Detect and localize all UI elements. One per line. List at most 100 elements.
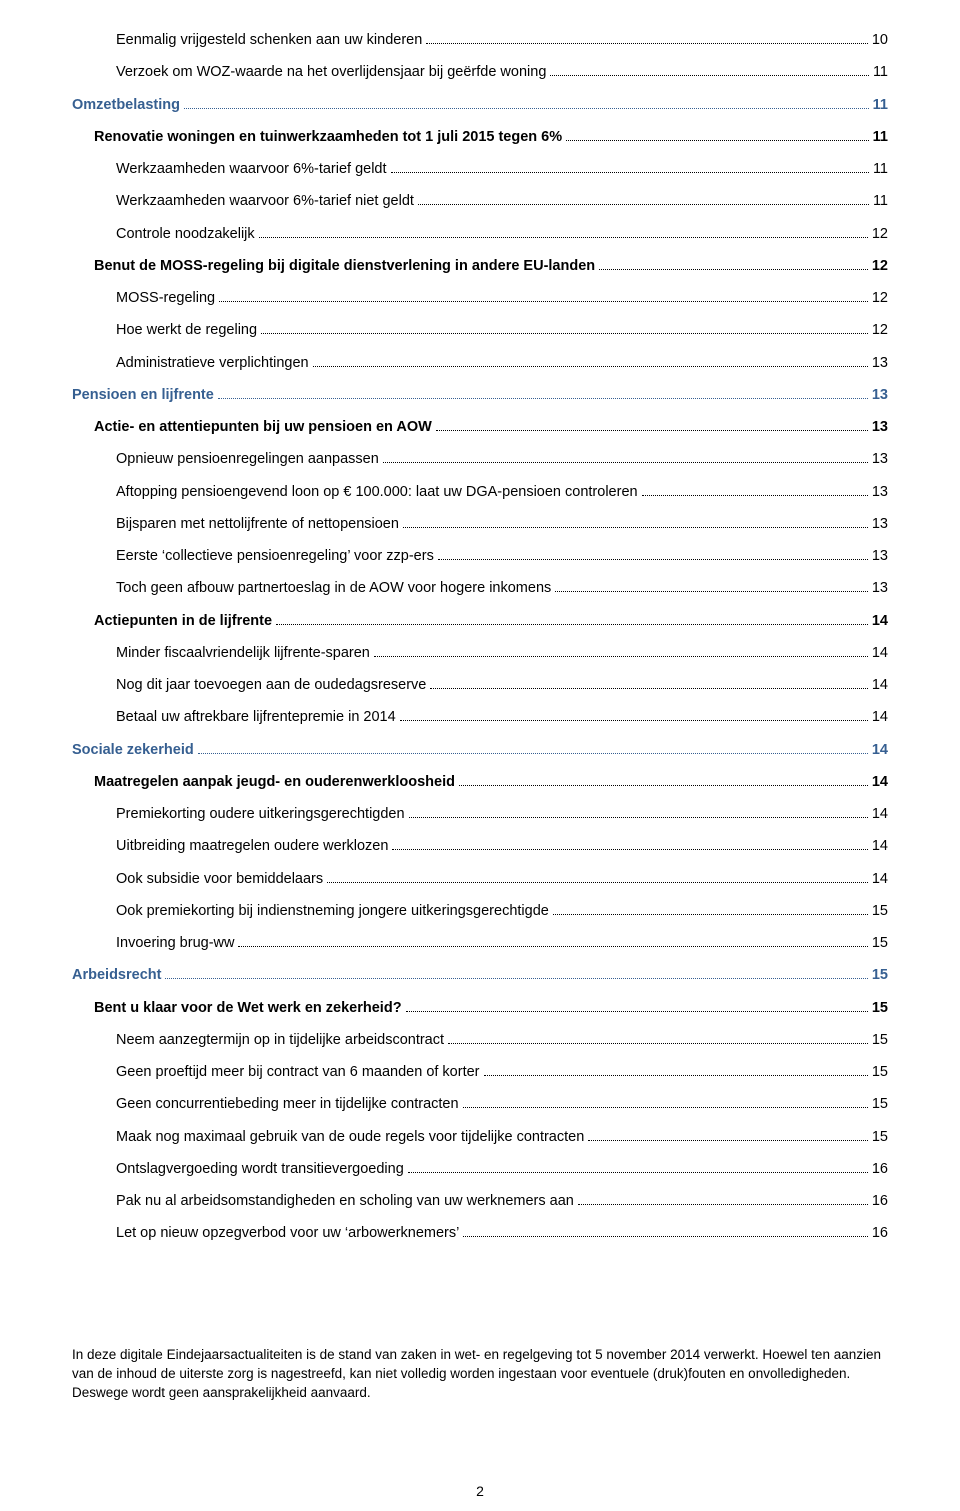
toc-entry-page: 15 bbox=[872, 1094, 888, 1116]
toc-entry-label: Actie- en attentiepunten bij uw pensioen… bbox=[94, 417, 432, 439]
toc-dot-leader bbox=[408, 1164, 868, 1173]
toc-entry[interactable]: MOSS-regeling 12 bbox=[116, 288, 888, 310]
toc-entry-label: Aftopping pensioengevend loon op € 100.0… bbox=[116, 482, 638, 504]
toc-entry[interactable]: Renovatie woningen en tuinwerkzaamheden … bbox=[94, 127, 888, 149]
toc-dot-leader bbox=[218, 390, 868, 399]
toc-entry-page: 14 bbox=[872, 611, 888, 633]
toc-entry-label: Let op nieuw opzegverbod voor uw ‘arbowe… bbox=[116, 1223, 459, 1245]
toc-entry[interactable]: Eenmalig vrijgesteld schenken aan uw kin… bbox=[116, 30, 888, 52]
toc-dot-leader bbox=[438, 551, 868, 560]
toc-entry[interactable]: Geen proeftijd meer bij contract van 6 m… bbox=[116, 1062, 888, 1084]
toc-entry-label: Controle noodzakelijk bbox=[116, 224, 255, 246]
toc-dot-leader bbox=[426, 35, 868, 44]
toc-entry[interactable]: Sociale zekerheid 14 bbox=[72, 740, 888, 762]
toc-entry-page: 14 bbox=[872, 804, 888, 826]
toc-entry-page: 13 bbox=[872, 417, 888, 439]
toc-entry[interactable]: Uitbreiding maatregelen oudere werklozen… bbox=[116, 836, 888, 858]
toc-entry-label: Arbeidsrecht bbox=[72, 965, 161, 987]
toc-entry[interactable]: Minder fiscaalvriendelijk lijfrente-spar… bbox=[116, 643, 888, 665]
toc-entry[interactable]: Invoering brug-ww 15 bbox=[116, 933, 888, 955]
toc-dot-leader bbox=[313, 358, 868, 367]
toc-dot-leader bbox=[165, 971, 867, 980]
toc-entry[interactable]: Bent u klaar voor de Wet werk en zekerhe… bbox=[94, 998, 888, 1020]
toc-entry[interactable]: Benut de MOSS-regeling bij digitale dien… bbox=[94, 256, 888, 278]
toc-entry-page: 14 bbox=[872, 836, 888, 858]
toc-entry[interactable]: Verzoek om WOZ-waarde na het overlijdens… bbox=[116, 62, 888, 84]
toc-entry[interactable]: Pensioen en lijfrente 13 bbox=[72, 385, 888, 407]
toc-entry[interactable]: Omzetbelasting 11 bbox=[72, 95, 888, 117]
toc-entry[interactable]: Administratieve verplichtingen 13 bbox=[116, 353, 888, 375]
toc-dot-leader bbox=[578, 1196, 868, 1205]
toc-entry[interactable]: Eerste ‘collectieve pensioenregeling’ vo… bbox=[116, 546, 888, 568]
toc-entry-label: Sociale zekerheid bbox=[72, 740, 194, 762]
toc-entry[interactable]: Bijsparen met nettolijfrente of nettopen… bbox=[116, 514, 888, 536]
toc-dot-leader bbox=[642, 487, 868, 496]
toc-entry[interactable]: Geen concurrentiebeding meer in tijdelij… bbox=[116, 1094, 888, 1116]
toc-entry-page: 11 bbox=[873, 95, 888, 117]
toc-entry[interactable]: Actie- en attentiepunten bij uw pensioen… bbox=[94, 417, 888, 439]
toc-entry[interactable]: Neem aanzegtermijn op in tijdelijke arbe… bbox=[116, 1030, 888, 1052]
toc-entry[interactable]: Premiekorting oudere uitkeringsgerechtig… bbox=[116, 804, 888, 826]
toc-dot-leader bbox=[409, 809, 868, 818]
toc-dot-leader bbox=[459, 777, 868, 786]
toc-entry-page: 15 bbox=[872, 1030, 888, 1052]
toc-entry-page: 14 bbox=[872, 675, 888, 697]
toc-entry-label: Werkzaamheden waarvoor 6%-tarief niet ge… bbox=[116, 191, 414, 213]
toc-entry-page: 11 bbox=[873, 62, 888, 84]
toc-dot-leader bbox=[484, 1067, 868, 1076]
toc-entry[interactable]: Controle noodzakelijk 12 bbox=[116, 224, 888, 246]
toc-entry-label: Verzoek om WOZ-waarde na het overlijdens… bbox=[116, 62, 546, 84]
toc-entry[interactable]: Arbeidsrecht 15 bbox=[72, 965, 888, 987]
toc-entry-label: Uitbreiding maatregelen oudere werklozen bbox=[116, 836, 388, 858]
toc-entry-page: 12 bbox=[872, 256, 888, 278]
toc-entry-label: Maatregelen aanpak jeugd- en ouderenwerk… bbox=[94, 772, 455, 794]
toc-entry[interactable]: Maatregelen aanpak jeugd- en ouderenwerk… bbox=[94, 772, 888, 794]
toc-entry[interactable]: Opnieuw pensioenregelingen aanpassen 13 bbox=[116, 449, 888, 471]
toc-dot-leader bbox=[219, 293, 868, 302]
toc-entry[interactable]: Ook premiekorting bij indienstneming jon… bbox=[116, 901, 888, 923]
toc-entry-page: 14 bbox=[872, 707, 888, 729]
toc-entry-label: Administratieve verplichtingen bbox=[116, 353, 309, 375]
toc-entry-label: Ook premiekorting bij indienstneming jon… bbox=[116, 901, 549, 923]
toc-dot-leader bbox=[261, 326, 868, 335]
toc-entry[interactable]: Betaal uw aftrekbare lijfrentepremie in … bbox=[116, 707, 888, 729]
toc-dot-leader bbox=[566, 132, 869, 141]
toc-entry-page: 13 bbox=[872, 578, 888, 600]
toc-dot-leader bbox=[392, 842, 867, 851]
toc-dot-leader bbox=[391, 164, 869, 173]
toc-dot-leader bbox=[327, 874, 868, 883]
toc-entry[interactable]: Maak nog maximaal gebruik van de oude re… bbox=[116, 1127, 888, 1149]
toc-entry-label: Eenmalig vrijgesteld schenken aan uw kin… bbox=[116, 30, 422, 52]
toc-entry[interactable]: Pak nu al arbeidsomstandigheden en schol… bbox=[116, 1191, 888, 1213]
toc-entry-page: 11 bbox=[873, 159, 888, 181]
footer-disclaimer: In deze digitale Eindejaarsactualiteiten… bbox=[72, 1345, 888, 1402]
toc-entry[interactable]: Let op nieuw opzegverbod voor uw ‘arbowe… bbox=[116, 1223, 888, 1245]
toc-dot-leader bbox=[406, 1003, 868, 1012]
toc-entry-page: 13 bbox=[872, 514, 888, 536]
toc-entry-label: Eerste ‘collectieve pensioenregeling’ vo… bbox=[116, 546, 434, 568]
toc-entry[interactable]: Toch geen afbouw partnertoeslag in de AO… bbox=[116, 578, 888, 600]
toc-entry[interactable]: Nog dit jaar toevoegen aan de oudedagsre… bbox=[116, 675, 888, 697]
toc-entry-page: 14 bbox=[872, 772, 888, 794]
toc-entry-label: Ook subsidie voor bemiddelaars bbox=[116, 869, 323, 891]
toc-entry-label: Betaal uw aftrekbare lijfrentepremie in … bbox=[116, 707, 396, 729]
toc-entry-label: MOSS-regeling bbox=[116, 288, 215, 310]
toc-entry[interactable]: Actiepunten in de lijfrente 14 bbox=[94, 611, 888, 633]
toc-entry-page: 15 bbox=[872, 901, 888, 923]
toc-dot-leader bbox=[418, 197, 869, 206]
toc-entry[interactable]: Werkzaamheden waarvoor 6%-tarief geldt 1… bbox=[116, 159, 888, 181]
toc-entry-page: 16 bbox=[872, 1223, 888, 1245]
toc-entry[interactable]: Ook subsidie voor bemiddelaars 14 bbox=[116, 869, 888, 891]
toc-entry-page: 14 bbox=[872, 643, 888, 665]
toc-dot-leader bbox=[238, 938, 867, 947]
toc-entry-label: Bent u klaar voor de Wet werk en zekerhe… bbox=[94, 998, 402, 1020]
toc-dot-leader bbox=[400, 713, 868, 722]
toc-dot-leader bbox=[463, 1229, 868, 1238]
toc-entry[interactable]: Werkzaamheden waarvoor 6%-tarief niet ge… bbox=[116, 191, 888, 213]
toc-entry[interactable]: Hoe werkt de regeling 12 bbox=[116, 320, 888, 342]
toc-dot-leader bbox=[198, 745, 868, 754]
toc-entry[interactable]: Ontslagvergoeding wordt transitievergoed… bbox=[116, 1159, 888, 1181]
toc-entry[interactable]: Aftopping pensioengevend loon op € 100.0… bbox=[116, 482, 888, 504]
toc-entry-page: 15 bbox=[872, 1062, 888, 1084]
toc-entry-page: 10 bbox=[872, 30, 888, 52]
